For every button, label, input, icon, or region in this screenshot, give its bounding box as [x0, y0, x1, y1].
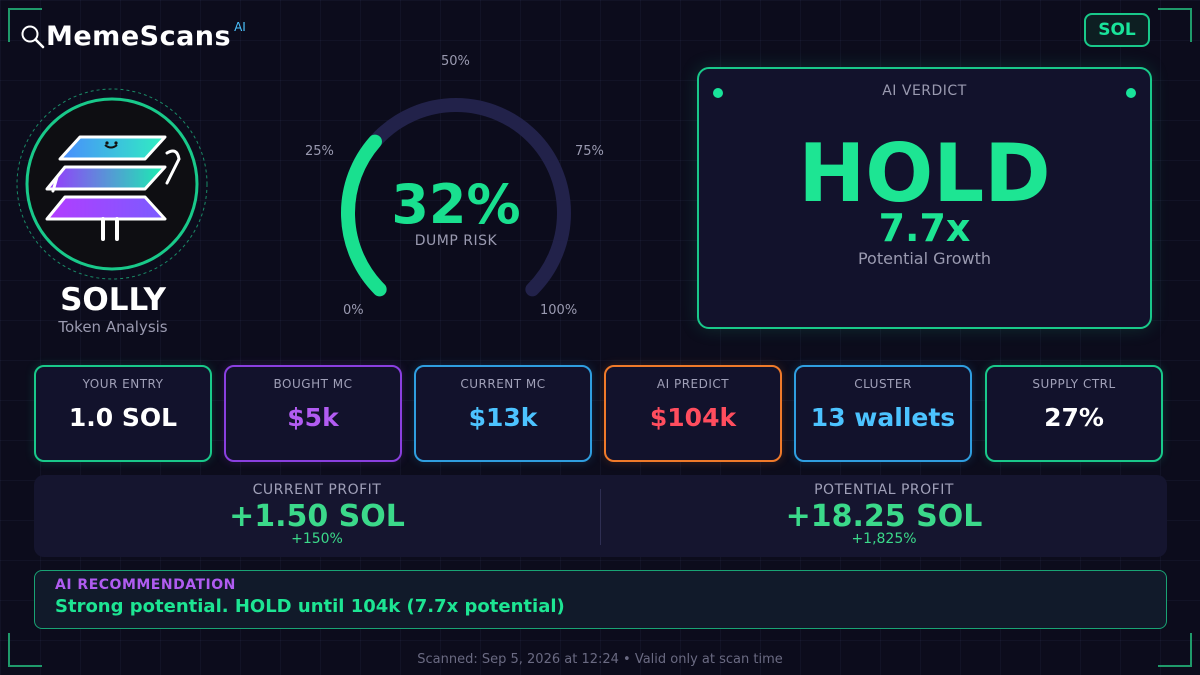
chain-selector-button[interactable]: SOL [1084, 13, 1150, 47]
stat-label: BOUGHT MC [273, 377, 353, 391]
profit-panel: CURRENT PROFIT +1.50 SOL +150% POTENTIAL… [34, 475, 1167, 557]
stat-card-cluster: CLUSTER 13 wallets [794, 365, 972, 462]
gauge-tick-100: 100% [540, 303, 578, 318]
dump-risk-value: 32% [391, 173, 521, 236]
brand-name: MemeScans [46, 21, 232, 52]
recommendation-text: Strong potential. HOLD until 104k (7.7x … [55, 596, 565, 617]
status-dot-right [1126, 88, 1136, 98]
potential-profit: POTENTIAL PROFIT +18.25 SOL +1,825% [601, 475, 1167, 557]
stat-label: CURRENT MC [460, 377, 546, 391]
stat-card-bought-mc: BOUGHT MC $5k [224, 365, 402, 462]
frame-corner-top-left [8, 8, 42, 42]
stat-card-current-mc: CURRENT MC $13k [414, 365, 592, 462]
scan-footer: Scanned: Sep 5, 2026 at 12:24 • Valid on… [417, 652, 783, 667]
stat-value: 13 wallets [810, 403, 956, 432]
frame-corner-bottom-right [1158, 633, 1192, 667]
potential-profit-value: +18.25 SOL [785, 499, 983, 534]
stat-label: SUPPLY CTRL [1032, 377, 1116, 391]
profit-divider [600, 489, 601, 545]
dump-risk-gauge: 50% 25% 75% 0% 100% 32% DUMP RISK [300, 50, 620, 330]
ai-verdict-panel: AI VERDICT HOLD 7.7x Potential Growth [697, 67, 1152, 329]
verdict-title: AI VERDICT [882, 83, 967, 99]
brand-logo[interactable]: MemeScans AI [20, 20, 246, 54]
stat-value: $13k [468, 403, 538, 432]
stat-label: CLUSTER [854, 377, 912, 391]
gauge-tick-0: 0% [343, 303, 364, 318]
token-avatar [15, 87, 209, 281]
stat-value: $5k [287, 403, 339, 432]
ai-recommendation: AI RECOMMENDATION Strong potential. HOLD… [34, 570, 1167, 629]
potential-profit-percent: +1,825% [851, 531, 917, 547]
current-profit-label: CURRENT PROFIT [252, 482, 382, 498]
status-dot-left [713, 88, 723, 98]
token-name: SOLLY [60, 282, 166, 318]
gauge-tick-75: 75% [575, 144, 604, 159]
recommendation-label: AI RECOMMENDATION [55, 577, 236, 593]
verdict-value: HOLD [798, 127, 1051, 220]
token-subtitle: Token Analysis [58, 318, 168, 336]
current-profit-percent: +150% [291, 531, 343, 547]
gauge-tick-25: 25% [305, 144, 334, 159]
stat-label: AI PREDICT [656, 377, 730, 391]
growth-multiplier: 7.7x [878, 206, 971, 250]
potential-profit-label: POTENTIAL PROFIT [814, 482, 954, 498]
stat-card-ai-predict: AI PREDICT $104k [604, 365, 782, 462]
current-profit-value: +1.50 SOL [229, 499, 405, 534]
dump-risk-caption: DUMP RISK [414, 233, 498, 249]
magnifier-icon [21, 25, 45, 49]
stat-card-supply-ctrl: SUPPLY CTRL 27% [985, 365, 1163, 462]
stat-card-your-entry: YOUR ENTRY 1.0 SOL [34, 365, 212, 462]
stat-value: 1.0 SOL [68, 403, 178, 432]
growth-caption: Potential Growth [857, 249, 992, 268]
stat-label: YOUR ENTRY [82, 377, 164, 391]
frame-corner-top-right [1158, 8, 1192, 42]
stat-value: $104k [649, 403, 737, 432]
gauge-fill [341, 134, 387, 297]
gauge-tick-50: 50% [441, 54, 470, 69]
frame-corner-bottom-left [8, 633, 42, 667]
brand-ai-badge: AI [234, 20, 246, 34]
stat-value: 27% [1044, 403, 1104, 432]
current-profit: CURRENT PROFIT +1.50 SOL +150% [34, 475, 600, 557]
